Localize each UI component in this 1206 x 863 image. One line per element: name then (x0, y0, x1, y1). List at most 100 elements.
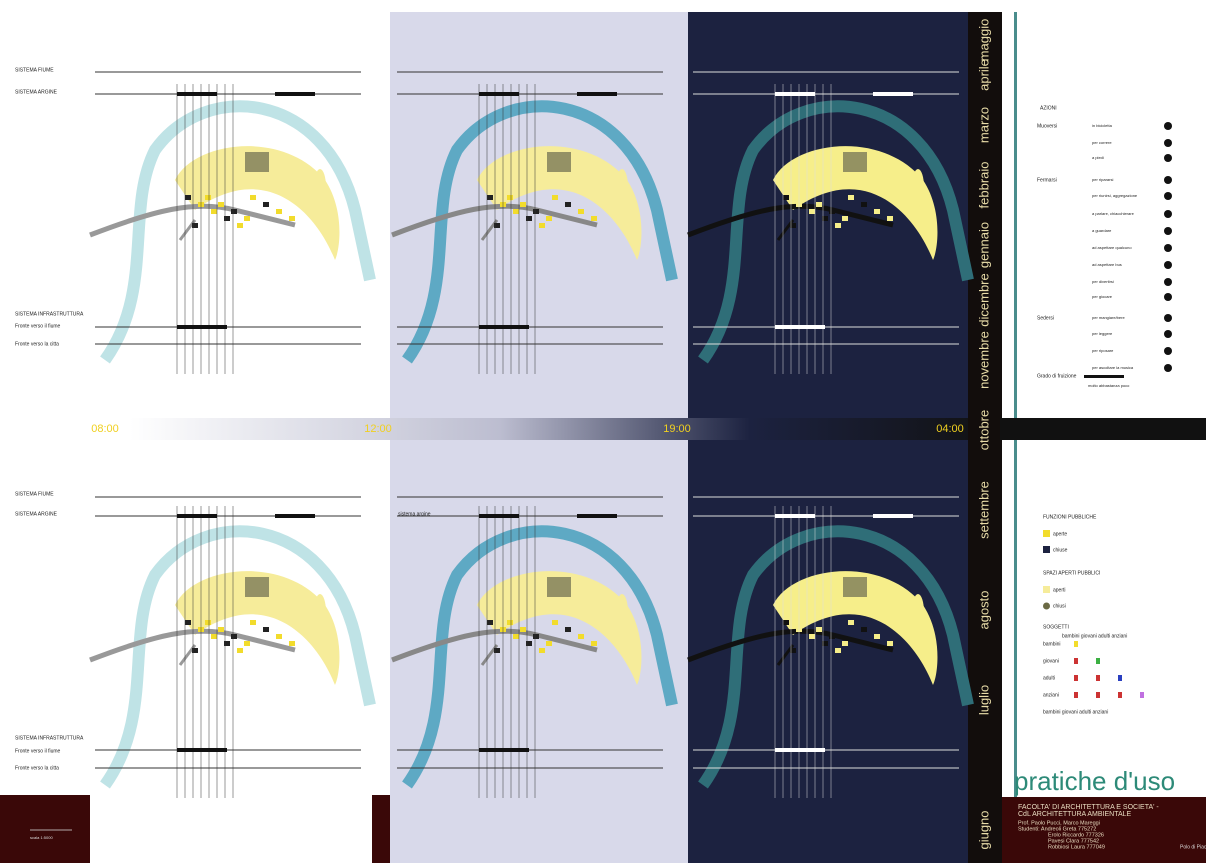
legend-group: Sedersi (1037, 315, 1054, 321)
system-label: Fronte verso la citta (15, 765, 59, 771)
legend-item: per ascoltare la musica (1092, 365, 1134, 370)
system-label: SISTEMA INFRASTRUTTURA (15, 311, 84, 317)
swatch (1043, 602, 1050, 610)
building (809, 209, 815, 214)
footer-line: Studenti: Andreoli Greta 775272 (1018, 826, 1096, 832)
building (185, 195, 191, 200)
legend-item: bambini giovani adulti anziani (1062, 633, 1127, 639)
building (520, 627, 526, 632)
building (205, 195, 211, 200)
building (487, 620, 493, 625)
river (100, 100, 376, 364)
usage-bar (577, 92, 617, 96)
legend-item: bambini (1043, 641, 1061, 647)
legend-item: aperti (1053, 587, 1066, 593)
building (803, 620, 809, 625)
subject-icon (1074, 641, 1078, 647)
building (539, 648, 545, 653)
building (289, 641, 295, 646)
usage-bar (479, 325, 529, 329)
footer-line: Erolo Riccardo 777326 (1048, 832, 1104, 838)
usage-bar (479, 748, 529, 752)
legend-item: per giocare (1092, 294, 1113, 299)
legend-item: in bicicletta (1092, 123, 1113, 128)
park (314, 594, 326, 630)
building (887, 641, 893, 646)
building (494, 648, 500, 653)
usage-bar (177, 325, 227, 329)
building (237, 223, 243, 228)
swatch (1043, 530, 1050, 537)
building (185, 620, 191, 625)
legend-item: per mangiare/bere (1092, 315, 1125, 320)
legend-item: ad aspettare bus (1092, 262, 1122, 267)
legend-icon (1164, 210, 1172, 218)
building (211, 634, 217, 639)
legend-title: FUNZIONI PUBBLICHE (1043, 514, 1097, 520)
building (591, 641, 597, 646)
building (874, 634, 880, 639)
time-label: 19:00 (663, 423, 691, 435)
building (835, 223, 841, 228)
legend-item: a piedi (1092, 155, 1104, 160)
footer-block (1002, 797, 1206, 863)
usage-bar (775, 92, 815, 96)
legend-item: per ripararsi (1092, 177, 1113, 182)
building (874, 209, 880, 214)
building (790, 223, 796, 228)
building (783, 620, 789, 625)
month-label: dicembre (976, 273, 991, 326)
subject-icon (1096, 692, 1100, 698)
building (829, 209, 835, 214)
legend-icon (1164, 139, 1172, 147)
month-label: agosto (976, 590, 991, 629)
legend-icon (1164, 227, 1172, 235)
legend-item: anziani (1043, 692, 1059, 698)
park (547, 577, 571, 597)
building (816, 202, 822, 207)
legend-icon (1164, 330, 1172, 338)
building (487, 195, 493, 200)
legend-item: a guardare (1092, 228, 1112, 233)
usage-bar (479, 514, 519, 518)
time-band (0, 418, 1000, 440)
legend-item: bambini giovani adulti anziani (1043, 709, 1108, 715)
building (533, 634, 539, 639)
building (494, 223, 500, 228)
month-label: novembre (976, 331, 991, 389)
building (835, 648, 841, 653)
band-end (1000, 418, 1206, 440)
park (314, 169, 326, 205)
building (816, 627, 822, 632)
building (533, 209, 539, 214)
subject-icon (1118, 692, 1122, 698)
usage-bar (177, 514, 217, 518)
system-label: Fronte verso la citta (15, 341, 59, 347)
legend-item: ad aspettare qualcuno (1092, 245, 1132, 250)
building (783, 195, 789, 200)
footer-line: Pavesi Clara 777542 (1048, 838, 1099, 844)
river (402, 100, 678, 364)
building (205, 620, 211, 625)
embankment (175, 571, 340, 685)
legend-group: Fermarsi (1037, 177, 1057, 183)
park (912, 169, 924, 205)
park (616, 169, 628, 205)
month-label: giugno (976, 810, 991, 849)
building (790, 648, 796, 653)
month-label: marzo (976, 107, 991, 143)
time-label: 12:00 (364, 423, 392, 435)
divider (1014, 12, 1017, 797)
park (616, 594, 628, 630)
swatch (1043, 546, 1050, 553)
building (244, 216, 250, 221)
month-strip (968, 12, 1002, 863)
park (245, 577, 269, 597)
subject-icon (1074, 675, 1078, 681)
legend-icon (1164, 278, 1172, 286)
legend-label: Grado di fruizione (1037, 373, 1077, 379)
building (829, 634, 835, 639)
building (861, 627, 867, 632)
building (546, 641, 552, 646)
building (192, 648, 198, 653)
